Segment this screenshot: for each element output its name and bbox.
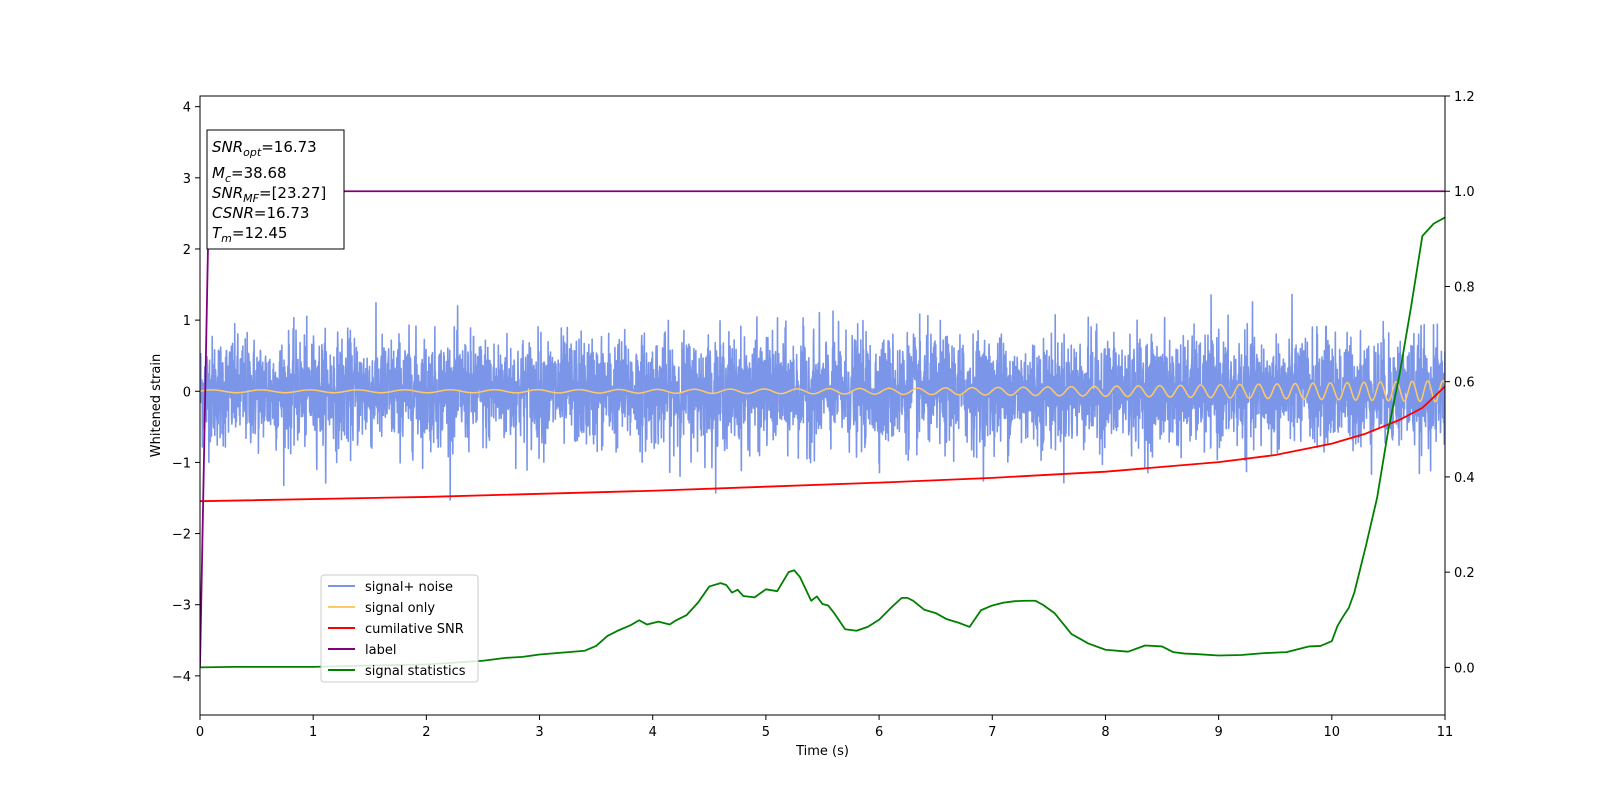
info-line: SNRopt=16.73 [212,138,317,159]
info-box: SNRopt=16.73Mc=38.68SNRMF=[23.27]CSNR=16… [206,129,345,250]
x-tick-label: 9 [1214,725,1222,740]
series-signal-noise [200,293,1445,501]
y2-tick-label: 0.2 [1454,566,1475,581]
y2-tick-label: 1.0 [1454,185,1475,200]
legend-frame [320,574,479,683]
y-tick-label: 3 [183,172,191,187]
info-subscript: c [225,172,231,185]
legend-item-label: signal+ noise [365,580,453,595]
x-tick-label: 7 [988,725,996,740]
info-line: Tm=12.45 [212,224,287,245]
info-value: =16.73 [261,138,317,156]
y-axis-left: −4 −3 −2 −1 0 1 2 3 4 [172,101,200,685]
info-symbol: T [212,224,223,242]
y-tick-label: 4 [183,101,191,116]
y2-tick-label: 0.4 [1454,471,1475,486]
y-tick-label: 1 [183,314,191,329]
y-tick-label: −2 [172,528,191,543]
x-tick-label: 1 [309,725,317,740]
y2-tick-label: 0.6 [1454,376,1475,391]
legend-item-label: label [365,643,396,658]
info-symbol: SNR [212,138,243,156]
y2-tick-label: 1.2 [1454,90,1475,105]
series-cumulative-snr [200,385,1445,503]
x-tick-label: 5 [762,725,770,740]
y2-tick-label: 0.8 [1454,280,1475,295]
info-box-frame [206,129,345,250]
x-tick-label: 11 [1437,725,1454,740]
x-tick-label: 6 [875,725,883,740]
y-axis-right: 0.0 0.2 0.4 0.6 0.8 1.0 1.2 [1445,90,1475,676]
y-tick-label: 0 [183,385,191,400]
x-tick-label: 4 [649,725,657,740]
info-subscript: opt [243,146,262,159]
info-symbol: CSNR [212,204,254,222]
x-axis-label: Time (s) [795,744,849,759]
info-value: =38.68 [231,164,287,182]
series-signal-only [200,379,1445,403]
info-subscript: MF [243,192,259,205]
info-line: Mc=38.68 [212,164,287,185]
y-axis-label: Whitened strain [149,354,164,457]
y2-tick-label: 0.0 [1454,661,1475,676]
info-line: CSNR=16.73 [212,204,309,222]
x-axis: 0 1 2 3 4 5 6 7 8 9 10 11 [196,715,1453,740]
y-tick-label: −3 [172,599,191,614]
series-layer [200,190,1445,669]
info-line: SNRMF=[23.27] [212,184,326,205]
legend: signal+ noise signal only cumilative SNR la… [320,574,479,683]
y-tick-label: −4 [172,670,191,685]
x-tick-label: 0 [196,725,204,740]
info-value: =12.45 [232,224,288,242]
x-tick-label: 8 [1101,725,1109,740]
info-subscript: m [221,232,232,245]
series-signal-statistics [200,216,1445,669]
plot-frame [199,95,1446,716]
legend-item-label: signal only [365,601,435,616]
x-tick-label: 10 [1324,725,1341,740]
x-tick-label: 3 [535,725,543,740]
y-tick-label: −1 [172,456,191,471]
info-value: =[23.27] [259,184,326,202]
legend-item-label: signal statistics [365,664,466,679]
info-symbol: M [212,164,225,182]
y-tick-label: 2 [183,243,191,258]
legend-item-label: cumilative SNR [365,622,464,637]
x-tick-label: 2 [422,725,430,740]
info-value: =16.73 [254,204,310,222]
info-symbol: SNR [212,184,243,202]
